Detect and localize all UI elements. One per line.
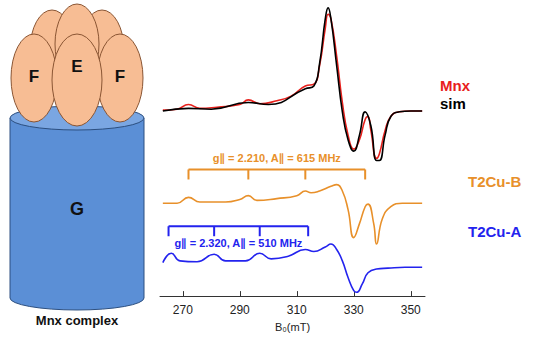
svg-text:350: 350	[401, 303, 421, 317]
svg-text:290: 290	[230, 303, 250, 317]
svg-text:330: 330	[344, 303, 364, 317]
svg-text:B₀(mT): B₀(mT)	[275, 321, 310, 333]
svg-text:sim: sim	[440, 95, 466, 112]
svg-text:F: F	[115, 67, 125, 86]
svg-text:310: 310	[287, 303, 307, 317]
svg-text:E: E	[71, 57, 82, 76]
svg-text:Mnx complex: Mnx complex	[36, 313, 119, 328]
svg-text:T2Cu-B: T2Cu-B	[468, 173, 521, 190]
svg-text:G: G	[70, 199, 84, 219]
svg-text:270: 270	[173, 303, 193, 317]
svg-text:g∥ = 2.210, A∥ = 615 MHz: g∥ = 2.210, A∥ = 615 MHz	[213, 152, 341, 165]
svg-text:Mnx: Mnx	[440, 77, 471, 94]
svg-text:T2Cu-A: T2Cu-A	[468, 223, 521, 240]
svg-text:g∥ = 2.320, A∥ = 510 MHz: g∥ = 2.320, A∥ = 510 MHz	[174, 237, 302, 250]
svg-text:F: F	[29, 67, 39, 86]
